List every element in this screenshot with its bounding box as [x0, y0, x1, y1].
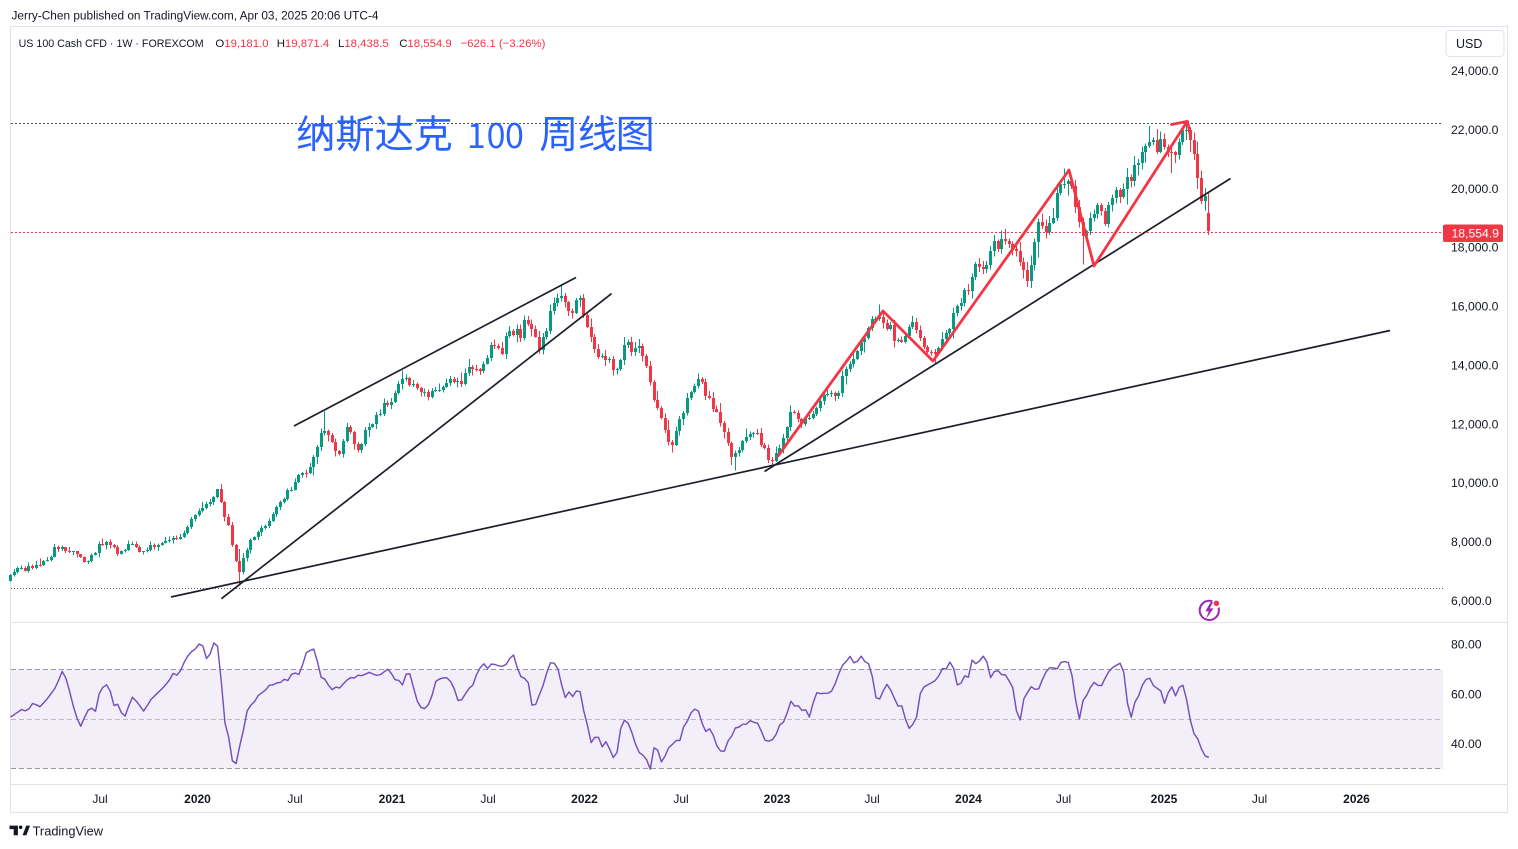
svg-text:USD: USD — [1456, 37, 1482, 51]
svg-text:Jerry-Chen published on Tradin: Jerry-Chen published on TradingView.com,… — [12, 9, 379, 23]
svg-text:Jul: Jul — [1056, 792, 1071, 806]
svg-text:14,000.0: 14,000.0 — [1451, 358, 1499, 372]
svg-text:12,000.0: 12,000.0 — [1451, 417, 1499, 431]
svg-text:2021: 2021 — [379, 792, 406, 806]
svg-text:2026: 2026 — [1343, 792, 1370, 806]
svg-text:Jul: Jul — [287, 792, 302, 806]
svg-text:2020: 2020 — [184, 792, 211, 806]
svg-text:Jul: Jul — [480, 792, 495, 806]
svg-text:40.00: 40.00 — [1451, 737, 1482, 751]
svg-text:2024: 2024 — [955, 792, 982, 806]
svg-text:US 100 Cash CFD · 1W · FOREXCO: US 100 Cash CFD · 1W · FOREXCOM O19,181.0… — [19, 38, 546, 50]
svg-text:80.00: 80.00 — [1451, 638, 1482, 652]
svg-text:24,000.0: 24,000.0 — [1451, 64, 1499, 78]
svg-text:8,000.0: 8,000.0 — [1451, 535, 1492, 549]
svg-text:Jul: Jul — [673, 792, 688, 806]
svg-text:18,554.9: 18,554.9 — [1452, 227, 1500, 241]
svg-text:6,000.0: 6,000.0 — [1451, 594, 1492, 608]
svg-text:2022: 2022 — [571, 792, 598, 806]
svg-text:2025: 2025 — [1151, 792, 1178, 806]
svg-text:60.00: 60.00 — [1451, 687, 1482, 701]
svg-text:16,000.0: 16,000.0 — [1451, 300, 1499, 314]
svg-text:20,000.0: 20,000.0 — [1451, 182, 1499, 196]
svg-text:2023: 2023 — [764, 792, 791, 806]
svg-text:18,000.0: 18,000.0 — [1451, 241, 1499, 255]
svg-text:TradingView: TradingView — [33, 823, 104, 838]
svg-text:Jul: Jul — [92, 792, 107, 806]
svg-text:Jul: Jul — [1252, 792, 1267, 806]
svg-text:10,000.0: 10,000.0 — [1451, 476, 1499, 490]
svg-text:Jul: Jul — [864, 792, 879, 806]
svg-text:22,000.0: 22,000.0 — [1451, 123, 1499, 137]
